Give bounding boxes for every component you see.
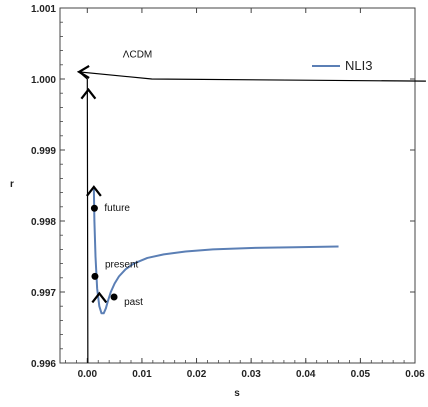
- y-tick-label: 0.998: [31, 217, 56, 228]
- x-tick-label: 0.06: [405, 369, 425, 380]
- arrow-up: [91, 291, 108, 304]
- arrow-up: [80, 87, 97, 100]
- point-label-future: future: [104, 203, 130, 214]
- x-tick-label: 0.01: [132, 369, 152, 380]
- annotation-layer: ΛCDM: [123, 50, 152, 61]
- y-tick-label: 0.997: [31, 288, 56, 299]
- x-tick-label: 0.02: [187, 369, 207, 380]
- x-tick-label: 0.03: [241, 369, 261, 380]
- point-label-past: past: [124, 297, 143, 308]
- y-tick-label: 1.001: [31, 4, 56, 15]
- lcdm-trajectory-line: [77, 71, 426, 364]
- arrow-up: [85, 185, 102, 197]
- arrow-left: [76, 64, 90, 79]
- legend: NLI3: [312, 58, 372, 73]
- annotation-lcdm: ΛCDM: [123, 50, 152, 61]
- trajectory-layer: [77, 71, 426, 364]
- point-future: [90, 204, 98, 212]
- x-ticks: 0.00 0.01 0.02 0.03 0.04 0.05 0.06: [65, 8, 425, 380]
- y-tick-label: 0.996: [31, 359, 56, 370]
- x-tick-label: 0.05: [351, 369, 371, 380]
- y-axis-label: r: [10, 179, 14, 190]
- x-tick-label: 0.00: [78, 369, 98, 380]
- point-past: [110, 293, 118, 301]
- y-tick-label: 1.000: [31, 75, 56, 86]
- plot-frame: [59, 7, 416, 364]
- point-label-present: present: [105, 259, 139, 270]
- points-layer: future present past: [90, 203, 143, 308]
- point-present: [91, 272, 99, 280]
- y-tick-label: 0.999: [31, 146, 56, 157]
- x-axis-label: s: [234, 388, 240, 399]
- x-tick-label: 0.04: [296, 369, 316, 380]
- series-line-nli3: [92, 189, 339, 315]
- y-ticks: 0.996 0.997 0.998 0.999 1.000 1.001: [31, 4, 415, 370]
- legend-label-nli3: NLI3: [345, 58, 372, 73]
- arrows-layer: [76, 64, 108, 304]
- series-layer: [92, 189, 339, 315]
